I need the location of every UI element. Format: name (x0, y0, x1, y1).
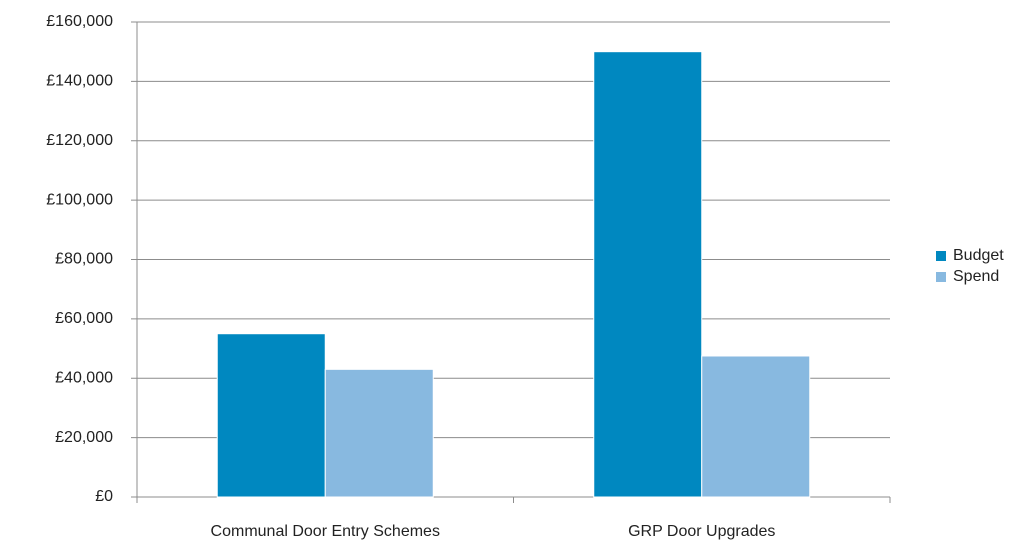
legend-swatch (936, 272, 946, 282)
x-tick-label: Communal Door Entry Schemes (211, 523, 440, 540)
bar (216, 333, 326, 498)
bar (324, 368, 434, 498)
bar (593, 51, 703, 498)
legend-swatch (936, 251, 946, 261)
legend-label: Budget (953, 247, 1004, 264)
legend-label: Spend (953, 268, 999, 285)
x-tick-label: GRP Door Upgrades (628, 523, 775, 540)
y-tick-label: £100,000 (46, 191, 113, 208)
y-tick-label: £40,000 (55, 369, 113, 386)
y-tick-label: £160,000 (46, 13, 113, 30)
y-tick-label: £0 (95, 488, 113, 505)
y-tick-label: £60,000 (55, 310, 113, 327)
y-tick-label: £120,000 (46, 132, 113, 149)
y-tick-label: £140,000 (46, 73, 113, 90)
y-tick-label: £80,000 (55, 251, 113, 268)
bar (701, 355, 811, 498)
y-tick-label: £20,000 (55, 429, 113, 446)
